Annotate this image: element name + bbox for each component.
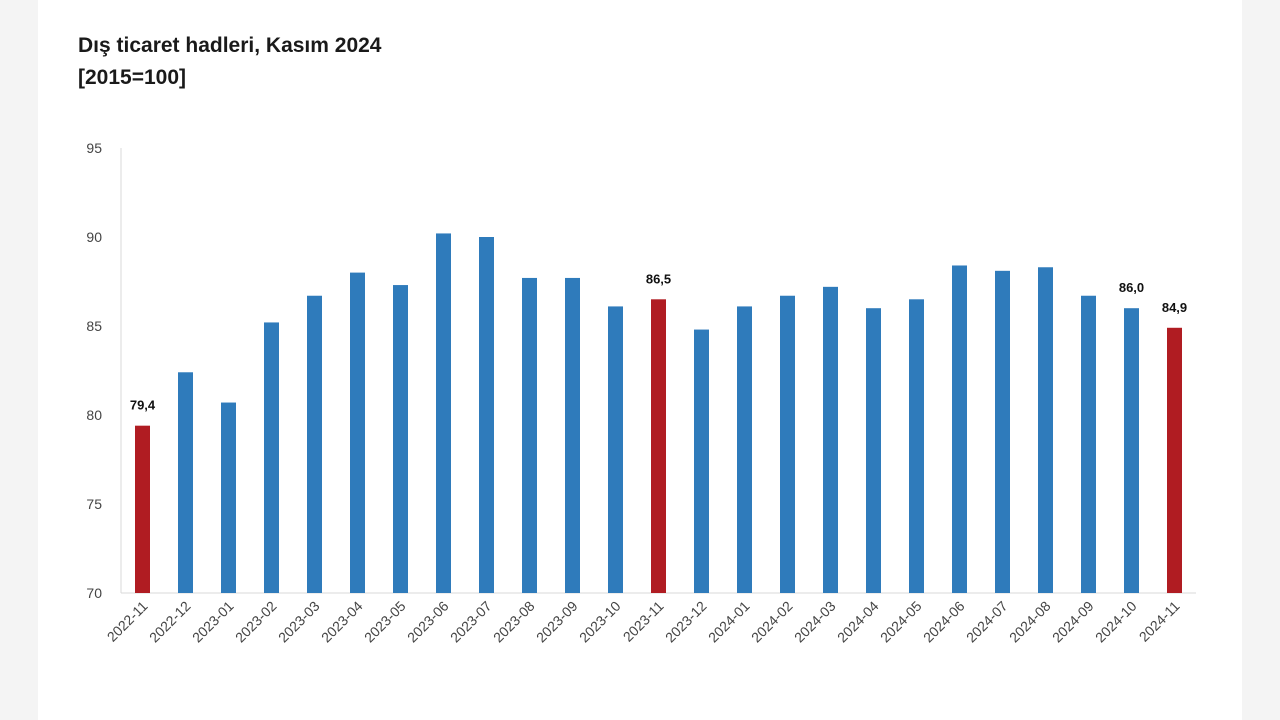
bar [565,277,580,593]
x-tick-label: 2023-04 [318,598,366,646]
y-tick-label: 90 [86,229,102,245]
x-tick-label: 2023-06 [404,598,452,646]
x-tick-label: 2024-01 [705,598,753,646]
x-tick-label: 2024-11 [1136,598,1183,645]
y-tick-label: 95 [86,140,102,156]
bar [1038,267,1053,593]
data-label: 84,9 [1162,300,1187,315]
x-tick-label: 2024-10 [1092,598,1140,646]
x-tick-label: 2023-03 [275,598,323,646]
x-tick-label: 2024-08 [1006,598,1054,646]
x-tick-label: 2023-02 [232,598,280,646]
x-tick-label: 2024-03 [791,598,839,646]
y-tick-label: 80 [86,407,102,423]
bar [1124,308,1139,593]
bar [694,329,709,593]
data-label: 86,0 [1119,280,1144,295]
x-tick-label: 2023-08 [490,598,538,646]
bar [436,233,451,593]
bar [823,286,838,593]
x-tick-label: 2023-11 [620,598,667,645]
x-tick-label: 2024-06 [920,598,968,646]
bar [608,306,623,593]
chart-title: Dış ticaret hadleri, Kasım 2024 [78,34,382,57]
x-tick-label: 2023-07 [447,598,495,646]
bar [780,295,795,593]
y-tick-label: 75 [86,496,102,512]
chart-subtitle: [2015=100] [78,66,187,89]
bar [264,322,279,593]
bar [350,272,365,593]
bar-highlighted [651,299,666,593]
y-tick-label: 85 [86,318,102,334]
x-tick-label: 2023-09 [533,598,581,646]
x-tick-label: 2023-01 [189,598,237,646]
bar [178,372,193,593]
bar [737,306,752,593]
data-label: 86,5 [646,271,671,286]
x-tick-label: 2024-07 [963,598,1011,646]
x-tick-label: 2022-11 [104,598,151,645]
bar [522,277,537,593]
y-tick-label: 70 [86,585,102,601]
bar [393,285,408,593]
bar [479,237,494,593]
bar [866,308,881,593]
bar [221,402,236,593]
bar-highlighted [135,425,150,593]
x-tick-label: 2023-10 [576,598,624,646]
bar [995,270,1010,593]
x-tick-label: 2024-05 [877,598,925,646]
x-tick-label: 2022-12 [146,598,194,646]
x-tick-label: 2024-09 [1049,598,1097,646]
bar-highlighted [1167,327,1182,593]
data-label: 79,4 [130,398,156,413]
bar [952,265,967,593]
bar [307,295,322,593]
x-tick-label: 2024-04 [834,598,882,646]
x-tick-label: 2023-12 [662,598,710,646]
bar [1081,295,1096,593]
x-tick-label: 2023-05 [361,598,409,646]
bar [909,299,924,593]
x-tick-label: 2024-02 [748,598,796,646]
